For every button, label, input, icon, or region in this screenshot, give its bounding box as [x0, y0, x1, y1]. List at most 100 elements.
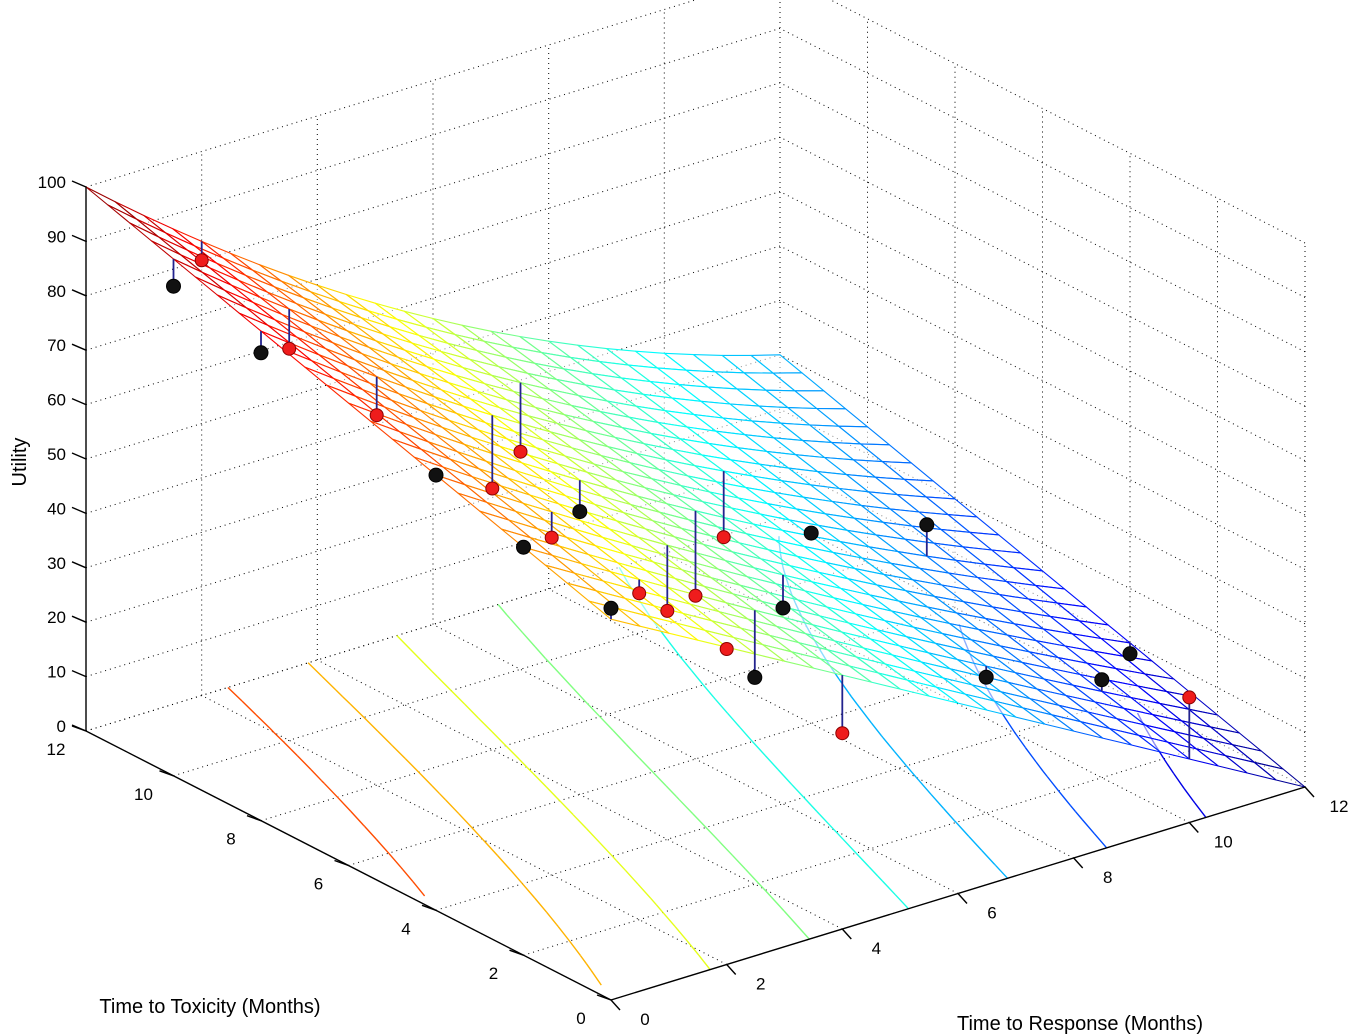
red-data-marker: [513, 444, 528, 459]
contour-segment: [1069, 804, 1077, 813]
contour-segment: [674, 926, 688, 942]
contour-segment: [375, 838, 390, 854]
contour-segment: [611, 855, 618, 862]
black-data-marker: [1122, 646, 1138, 662]
contour-segment: [783, 910, 798, 926]
grid-back-z: [85, 517, 781, 732]
contour-segment: [464, 703, 479, 719]
contour-segment: [750, 739, 753, 742]
contour-segment: [599, 716, 614, 731]
red-data-marker: [716, 530, 731, 545]
contour-segment: [686, 940, 693, 948]
contour-segment: [1004, 717, 1016, 734]
z-tick-label: 0: [57, 717, 66, 736]
contour-segment: [477, 717, 481, 721]
grid-floor-y: [348, 652, 1043, 866]
contour-segment: [955, 821, 970, 837]
contour-segment: [679, 655, 693, 672]
contour-segment: [655, 904, 664, 913]
y-tick-label: 12: [47, 740, 66, 759]
contour-segment: [881, 880, 896, 896]
contour-segment: [573, 688, 588, 704]
contour-segment: [497, 855, 511, 871]
contour-segment: [484, 841, 499, 857]
grid-back-z: [85, 136, 781, 351]
contour-segment: [790, 783, 793, 786]
contour-segment: [534, 897, 548, 913]
red-data-marker: [835, 726, 850, 741]
contour-segment: [377, 730, 392, 746]
contour-segment: [404, 758, 420, 773]
y-tick-label: 4: [401, 919, 410, 938]
black-data-marker: [166, 278, 181, 294]
contour-segment: [882, 736, 896, 753]
contour-segment: [650, 897, 657, 906]
contour-segment: [560, 674, 575, 690]
y-tick-mark: [246, 815, 262, 822]
contour-segment: [241, 700, 257, 716]
x-tick-label: 2: [756, 975, 765, 994]
grid-floor-y: [173, 562, 868, 777]
contour-segment: [296, 755, 312, 770]
contour-segment: [718, 840, 722, 844]
z-tick-mark: [71, 561, 87, 569]
contour-segment: [509, 869, 523, 884]
black-data-marker: [978, 669, 994, 685]
red-data-marker: [688, 588, 703, 603]
grid-floor-y: [260, 607, 956, 822]
contour-segment: [638, 757, 654, 773]
grid-floor-y: [435, 696, 1131, 911]
contour-segment: [402, 869, 414, 883]
contour-segment: [227, 686, 243, 702]
z-tick-label: 100: [38, 173, 66, 192]
grid-back-z: [85, 245, 781, 460]
contour-segment: [522, 632, 536, 648]
contour-segment: [1183, 787, 1194, 802]
contour-segment: [705, 827, 720, 842]
y-tick-label: 6: [314, 875, 323, 894]
contour-segment: [349, 703, 365, 718]
z-tick-mark: [71, 180, 87, 188]
black-data-marker: [803, 525, 819, 541]
red-data-marker: [719, 642, 734, 656]
contour-segment: [283, 741, 298, 757]
x-tick-mark: [610, 999, 621, 1011]
grid-back-z: [85, 463, 781, 678]
contour-segment: [392, 745, 406, 759]
contour-segment: [255, 714, 271, 729]
contour-segment: [321, 780, 325, 784]
contour-segment: [625, 743, 632, 751]
contour-segment: [321, 675, 337, 691]
contour-segment: [1166, 763, 1175, 774]
y-tick-mark: [596, 994, 612, 1001]
contour-segment: [1173, 773, 1185, 789]
contour-segment: [770, 896, 785, 912]
contour-segment: [675, 796, 680, 801]
contour-segment: [1014, 732, 1026, 748]
red-data-marker: [1182, 690, 1197, 705]
black-data-marker: [747, 669, 763, 685]
contour-segment: [868, 866, 879, 877]
contour-segment: [518, 758, 528, 769]
z-tick-label: 60: [47, 391, 66, 410]
contour-segment: [342, 696, 351, 705]
z-tick-label: 20: [47, 608, 66, 627]
grid-back-z: [85, 354, 781, 569]
contour-segment: [521, 883, 536, 899]
contour-segment: [336, 796, 352, 812]
z-tick-mark: [71, 506, 87, 515]
contour-segment: [763, 888, 772, 898]
z-tick-mark: [71, 289, 87, 297]
red-data-marker: [544, 530, 559, 545]
contour-segment: [894, 894, 909, 910]
contour-segment: [764, 755, 779, 770]
contour-segment: [1192, 800, 1196, 804]
contour-segment: [544, 658, 549, 662]
y-tick-mark: [421, 904, 437, 911]
contour-segment: [509, 618, 524, 634]
y-tick-label: 8: [226, 830, 235, 849]
contour-segment: [323, 782, 339, 798]
x-tick-mark: [726, 964, 737, 975]
z-tick-mark: [71, 724, 87, 732]
surface-cell: [85, 186, 138, 220]
